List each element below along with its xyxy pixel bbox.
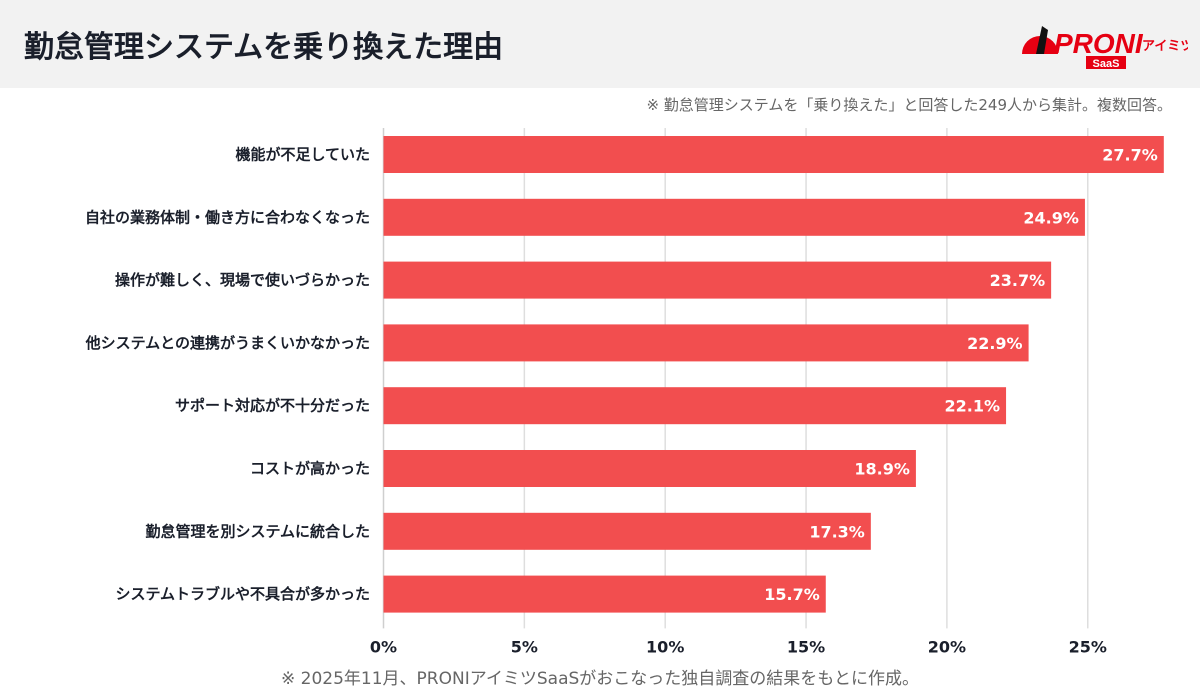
category-label: 勤怠管理を別システムに統合した: [145, 522, 370, 540]
bar: [383, 261, 1052, 299]
x-tick-label: 0%: [370, 637, 397, 656]
category-label: サポート対応が不十分だった: [175, 397, 370, 415]
svg-text:アイミツ: アイミツ: [1142, 39, 1188, 54]
category-label: 操作が難しく、現場で使いづらかった: [115, 271, 370, 289]
svg-text:SaaS: SaaS: [1093, 58, 1120, 70]
value-label: 15.7%: [764, 585, 820, 604]
footer-note: ※ 2025年11月、PRONIアイミツSaaSがおこなった独自調査の結果をもと…: [281, 669, 919, 689]
bar: [383, 575, 826, 613]
category-label: 自社の業務体制・働き方に合わなくなった: [85, 208, 370, 226]
x-tick-label: 20%: [928, 637, 966, 656]
x-tick-label: 15%: [787, 637, 825, 656]
category-label: コストが高かった: [250, 460, 370, 478]
category-label: 機能が不足していた: [235, 146, 370, 164]
category-label: 他システムとの連携がうまくいかなかった: [85, 334, 370, 352]
bar: [383, 136, 1164, 173]
value-label: 23.7%: [990, 271, 1046, 290]
chart-note: ※ 勤怠管理システムを「乗り換えた」と回答した249人から集計。複数回答。: [646, 96, 1172, 114]
value-label: 22.9%: [967, 334, 1023, 353]
x-tick-label: 25%: [1069, 637, 1107, 656]
bar: [383, 512, 871, 550]
value-label: 22.1%: [945, 397, 1001, 416]
category-label: システムトラブルや不具合が多かった: [115, 585, 370, 603]
page-title: 勤怠管理システムを乗り換えた理由: [24, 30, 504, 65]
value-label: 27.7%: [1102, 146, 1158, 165]
bar: [383, 198, 1085, 236]
value-label: 17.3%: [809, 522, 865, 541]
svg-text:PRONI: PRONI: [1054, 28, 1144, 59]
header-bar: [0, 0, 1200, 88]
x-tick-label: 10%: [646, 637, 684, 656]
bar: [383, 450, 916, 487]
bar: [383, 324, 1029, 362]
value-label: 24.9%: [1023, 208, 1079, 227]
x-tick-label: 5%: [511, 637, 538, 656]
bar: [383, 387, 1007, 425]
value-label: 18.9%: [854, 460, 910, 479]
proni-logo: PRONI アイミツ SaaS: [1022, 26, 1188, 70]
